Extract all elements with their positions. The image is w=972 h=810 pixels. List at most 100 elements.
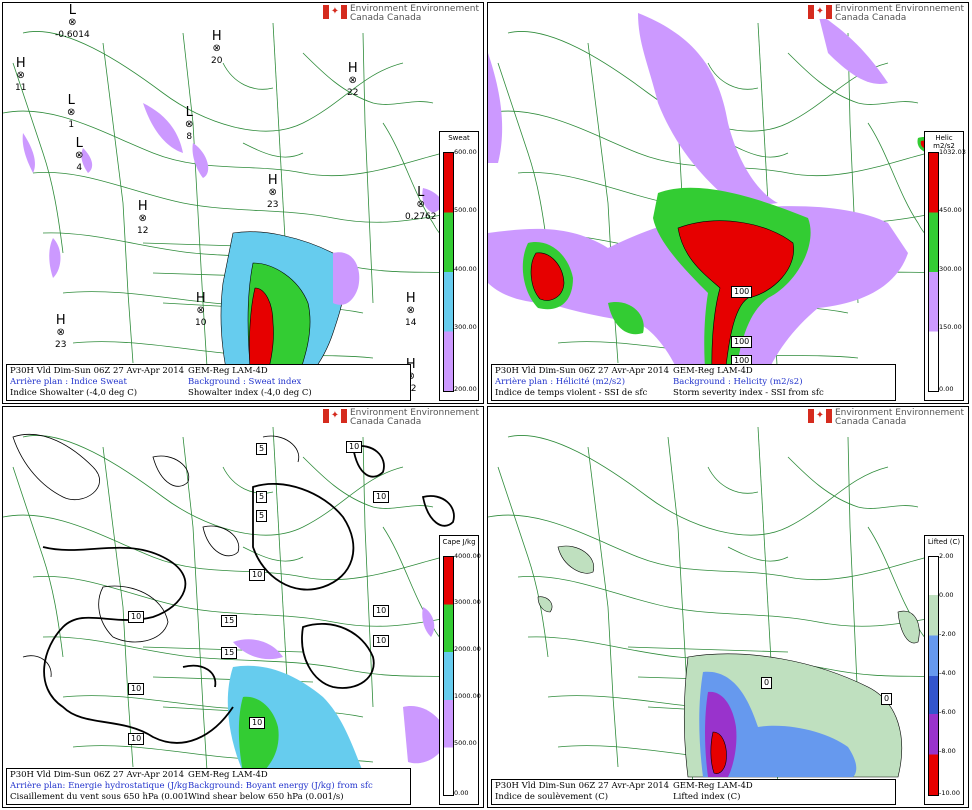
contour-fr: Indice de temps violent - SSI de sfc	[495, 388, 648, 398]
pressure-center: H ⊗ 10	[195, 291, 207, 328]
canada-flag-icon: ✦	[322, 409, 347, 423]
shear-label: 15	[221, 615, 238, 627]
canada-flag-icon: ✦	[807, 5, 832, 19]
isoline-label: 0	[761, 677, 773, 689]
valid-time: P30H Vld Dim-Sun 06Z 27 Avr-Apr 2014	[10, 770, 185, 780]
contour-en: Wind shear below 650 hPa (0.001/s)	[188, 792, 344, 802]
isoline-label: 0	[881, 693, 893, 705]
pressure-center: H ⊗ 22	[347, 61, 359, 98]
contour-fr: Cisaillement du vent sous 650 hPa (0.001…	[10, 792, 188, 802]
shear-label: 5	[256, 443, 268, 455]
logo-line2: Canada Canada	[834, 417, 907, 427]
legend-tick: 600.00	[454, 148, 477, 156]
legend-tick: 0.00	[939, 385, 954, 393]
pressure-center: L ⊗ 1	[67, 93, 76, 130]
environment-canada-logo: ✦ Environment Environnement Canada Canada	[322, 4, 479, 23]
pressure-center: H ⊗ 23	[55, 313, 67, 350]
legend-tick: 0.00	[454, 789, 469, 797]
logo-line1: Environment Environnement	[834, 4, 964, 14]
shear-label: 10	[373, 605, 390, 617]
shear-label: 10	[128, 611, 145, 623]
canada-flag-icon: ✦	[322, 5, 347, 19]
legend-tick: -4.00	[939, 669, 956, 677]
panel-info-box: P30H Vld Dim-Sun 06Z 27 Avr-Apr 2014 GEM-…	[6, 364, 411, 401]
cape-map	[3, 426, 474, 788]
shear-label: 10	[346, 441, 363, 453]
legend-tick: 450.00	[939, 206, 962, 214]
model-name: GEM-Reg LAM-4D	[673, 366, 753, 376]
legend-tick: 3000.00	[454, 598, 481, 606]
panel-cape: ✦ Environment Environnement Canada Canada…	[2, 406, 484, 808]
shear-label: 10	[249, 717, 266, 729]
shear-label: 10	[373, 635, 390, 647]
cape-legend: Cape J/kg 4000.00 3000.00 2000.00 1000.0…	[439, 535, 481, 805]
shear-label: 5	[256, 510, 268, 522]
shear-label: 10	[373, 491, 390, 503]
logo-line1: Environment Environnement	[349, 4, 479, 14]
legend-title: Cape J/kg	[442, 538, 476, 546]
logo-line1: Environment Environnement	[349, 408, 479, 418]
background-fr: Arrière plan : Hélicité (m2/s2)	[495, 377, 626, 387]
helicity-legend: Helic m2/s2 1032.03 450.00 300.00 150.00…	[924, 131, 966, 401]
shear-label: 5	[256, 491, 268, 503]
background-en: Background : Sweat index	[188, 377, 302, 387]
lifted-legend: Lifted (C) 2.00 0.00 -2.00 -4.00 -6.00 -…	[924, 535, 964, 805]
model-name: GEM-Reg LAM-4D	[188, 366, 268, 376]
legend-tick: 2000.00	[454, 645, 481, 653]
pressure-center: H ⊗ 23	[267, 173, 279, 210]
legend-tick: -2.00	[939, 630, 956, 638]
panel-lifted-index: ✦ Environment Environnement Canada Canada…	[487, 406, 969, 808]
legend-tick: 500.00	[454, 206, 477, 214]
lifted-index-map	[488, 426, 959, 788]
legend-tick: 1000.00	[454, 692, 481, 700]
shear-label: 10	[128, 683, 145, 695]
shear-label: 15	[221, 647, 238, 659]
background-fr: Arrière plan: Énergie hydrostatique (J/k…	[10, 781, 188, 791]
ssi-label: 100	[731, 286, 753, 298]
contour-en: Storm severity index - SSI from sfc	[673, 388, 824, 398]
legend-tick: 4000.00	[454, 552, 481, 560]
pressure-center: L ⊗ 0.2762	[405, 185, 437, 222]
pressure-center: L ⊗ 4	[75, 136, 84, 173]
contour-fr: Indice de soulèvement (C)	[495, 792, 609, 802]
legend-colorbar	[443, 152, 454, 392]
legend-tick: 200.00	[454, 385, 477, 393]
contour-en: Lifted index (C)	[673, 792, 741, 802]
legend-tick: 500.00	[454, 739, 477, 747]
environment-canada-logo: ✦ Environment Environnement Canada Canada	[807, 408, 964, 427]
legend-tick: -8.00	[939, 747, 956, 755]
pressure-center: H ⊗ 20	[211, 29, 223, 66]
panel-sweat-index: ✦ Environment Environnement Canada Canada…	[2, 2, 484, 404]
legend-tick: 150.00	[939, 323, 962, 331]
model-name: GEM-Reg LAM-4D	[673, 781, 753, 791]
legend-title: Lifted (C)	[927, 538, 961, 546]
sweat-legend: Sweat 600.00 500.00 400.00 300.00 200.00	[439, 131, 479, 401]
legend-colorbar	[443, 556, 454, 796]
legend-tick: 0.00	[939, 591, 954, 599]
shear-label: 10	[249, 569, 266, 581]
legend-title: Helic m2/s2	[933, 134, 955, 150]
logo-line2: Canada Canada	[834, 13, 907, 23]
background-en: Background : Helicity (m2/s2)	[673, 377, 803, 387]
legend-colorbar	[928, 152, 939, 392]
legend-tick: 1032.03	[939, 148, 966, 156]
logo-line1: Environment Environnement	[834, 408, 964, 418]
environment-canada-logo: ✦ Environment Environnement Canada Canada	[322, 408, 479, 427]
pressure-center: H ⊗ 11	[15, 56, 27, 93]
panel-helicity: ✦ Environment Environnement Canada Canada…	[487, 2, 969, 404]
background-fr: Arrière plan : Indice Sweat	[10, 377, 127, 387]
ssi-label: 100	[731, 336, 753, 348]
canada-flag-icon: ✦	[807, 409, 832, 423]
valid-time: P30H Vld Dim-Sun 06Z 27 Avr-Apr 2014	[495, 366, 670, 376]
legend-tick: 300.00	[939, 265, 962, 273]
legend-tick: 300.00	[454, 323, 477, 331]
environment-canada-logo: ✦ Environment Environnement Canada Canada	[807, 4, 964, 23]
contour-en: Showalter index (-4,0 deg C)	[188, 388, 312, 398]
legend-tick: 2.00	[939, 552, 954, 560]
legend-tick: 400.00	[454, 265, 477, 273]
sweat-map	[3, 22, 474, 399]
legend-colorbar	[928, 556, 939, 796]
logo-line2: Canada Canada	[349, 417, 422, 427]
logo-line2: Canada Canada	[349, 13, 422, 23]
panel-info-box: P30H Vld Dim-Sun 06Z 27 Avr-Apr 2014 GEM-…	[491, 779, 896, 805]
